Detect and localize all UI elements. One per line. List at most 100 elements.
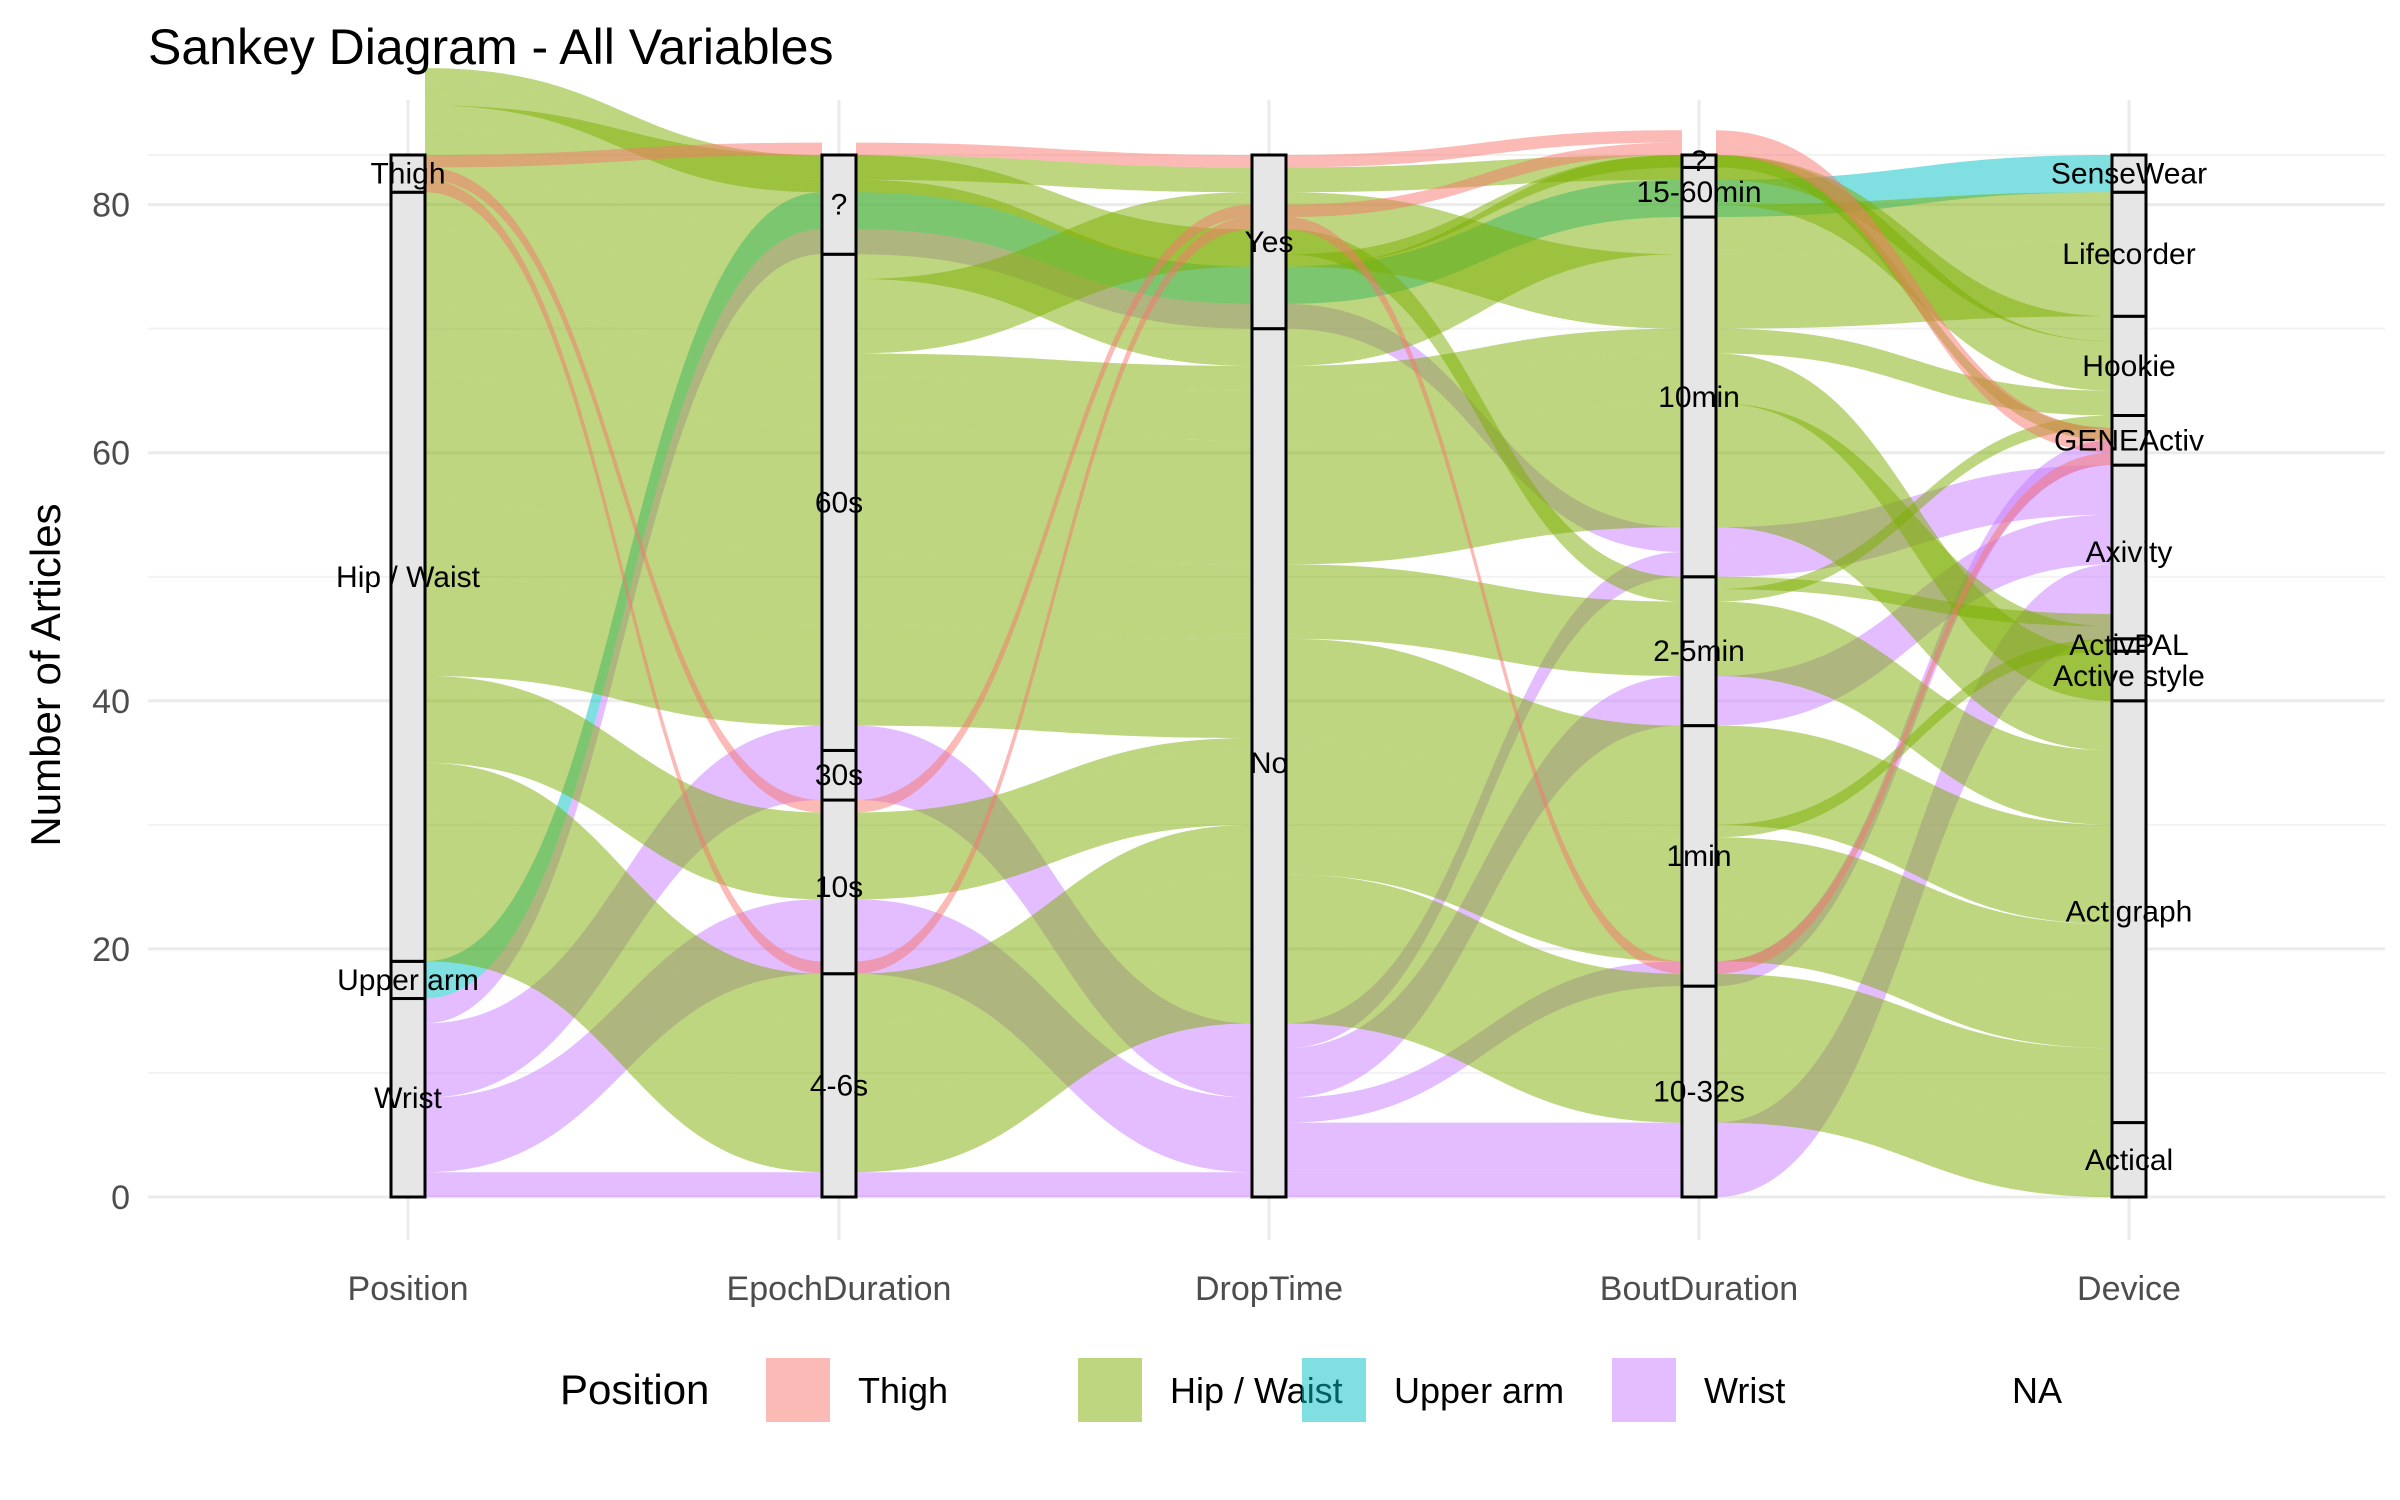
- flow-hip-waist-no-to-1min: [1286, 750, 1682, 912]
- flow-thigh-thigh-to-unknown: [425, 142, 822, 168]
- stratum-device-lifecorder: [2110, 190, 2148, 318]
- stratum-label-epochduration-60s: 60s: [815, 486, 863, 519]
- flow-hip-waist-no-to-10-32s: [1286, 874, 1682, 1049]
- flow-wrist-4-6s-to-no: [856, 1172, 1252, 1197]
- stratum-label-device-lifecorder: Lifecorder: [2062, 238, 2195, 271]
- flow-hip-waist-hip-waist-to-60s: [425, 378, 822, 552]
- stratum-label-boutduration-10-32s: 10-32s: [1653, 1076, 1745, 1109]
- stratum-label-device-axivity: Axivity: [2086, 536, 2173, 569]
- flow-hip-waist-10-32s-to-actical: [1716, 1048, 2112, 1197]
- legend-key-thigh: [766, 1358, 830, 1422]
- flow-hip-waist-no-to-10-32s: [1286, 948, 1682, 1123]
- y-tick-label: 80: [92, 187, 130, 225]
- flow-hip-waist-10min-to-hookie: [1716, 328, 2112, 416]
- stratum-position-hip-waist: [389, 190, 427, 963]
- stratum-label-position-upper-arm: Upper arm: [337, 964, 479, 997]
- flow-hip-waist-hip-waist-to-unknown: [425, 68, 822, 168]
- flow-hip-waist-no-to-2-5min: [1286, 229, 1682, 590]
- flow-hip-waist-no-to-2-5min: [1286, 564, 1682, 676]
- legend-label-na: NA: [2012, 1370, 2062, 1411]
- y-tick-label: 0: [111, 1179, 130, 1217]
- flow-thigh-10min-to-axivity: [1716, 142, 2112, 453]
- stratum-label-device-geneactiv: GENEActiv: [2054, 424, 2204, 457]
- flow-hip-waist-no-to-2-5min: [1286, 241, 1682, 602]
- legend: Position Thigh Hip / Waist Upper arm Wrist NA: [560, 1358, 2062, 1422]
- stratum-epochduration-30s: [820, 748, 858, 802]
- flow-thigh-yes-to-10min: [1286, 130, 1682, 168]
- flow-wrist-no-to-10-32s: [1286, 1172, 1682, 1197]
- chart-title: Sankey Diagram - All Variables: [148, 19, 833, 75]
- y-axis-ticks: 0 20 40 60 80: [92, 187, 130, 1217]
- stratum-label-epochduration-10s: 10s: [815, 871, 863, 904]
- flow-hip-waist-no-to-1min: [1286, 824, 1682, 962]
- flow-hip-waist-10min-to-active-style: [1716, 353, 2112, 701]
- flow-wrist-60s-to-no: [856, 725, 1252, 1049]
- flow-thigh-unknown-to-yes: [856, 142, 1252, 168]
- flow-hip-waist-no-to-10min: [1286, 328, 1682, 391]
- flow-hip-waist-10-32s-to-actigraph: [1716, 973, 2112, 1123]
- flow-hip-waist-hip-waist-to-unknown: [425, 80, 822, 180]
- flow-hip-waist-1min-to-actigraph: [1716, 911, 2112, 1049]
- flow-thigh-10-32s-to-axivity: [1716, 452, 2112, 974]
- stratum-device-geneactiv: [2110, 414, 2148, 467]
- stratum-label-device-actigraph: Actigraph: [2066, 896, 2193, 929]
- stratum-label-boutduration-1min: 1min: [1666, 840, 1731, 873]
- stratum-position-thigh: [389, 153, 427, 194]
- flow-hip-waist-2-5min-to-geneactiv: [1716, 415, 2112, 602]
- stratum-label-epochduration-unknown: ?: [831, 189, 848, 222]
- flow-hip-waist-no-to-10min: [1286, 204, 1682, 366]
- flow-hip-waist-4-6s-to-no: [856, 824, 1252, 1024]
- flow-hip-waist-1min-to-actigraph: [1716, 725, 2112, 925]
- flow-hip-waist-unknown-to-no: [856, 179, 1252, 267]
- flow-hip-waist-15-60min-to-hookie: [1716, 155, 2112, 342]
- stratum-epochduration-unknown: [820, 153, 858, 256]
- flow-hip-waist-10min-to-hookie: [1716, 155, 2112, 391]
- y-axis-title: Number of Articles: [22, 503, 69, 846]
- stratum-boutduration-2-5min: [1680, 575, 1718, 728]
- stratum-boutduration-1min: [1680, 724, 1718, 988]
- stratum-label-boutduration-10min: 10min: [1658, 381, 1740, 414]
- flow-hip-waist-hip-waist-to-10s: [425, 688, 822, 900]
- flow-hip-waist-hip-waist-to-60s: [425, 576, 822, 726]
- flow-hip-waist-hip-waist-to-4-6s: [425, 812, 822, 1098]
- flow-thigh-10s-to-no: [856, 204, 1252, 813]
- flow-hip-waist-4-6s-to-no: [856, 874, 1252, 1098]
- flow-thigh-no-to-10-32s: [1286, 217, 1682, 974]
- flow-hip-waist-hip-waist-to-10s: [425, 676, 822, 825]
- stratum-boutduration-15-60min: [1680, 165, 1718, 219]
- stratum-droptime-yes: [1250, 153, 1288, 331]
- flow-hip-waist-hip-waist-to-unknown: [425, 92, 822, 193]
- flow-hip-waist-hip-waist-to-60s: [425, 502, 822, 627]
- stratum-boutduration-10-32s: [1680, 984, 1718, 1199]
- legend-key-upper-arm: [1302, 1358, 1366, 1422]
- stratum-label-position-hip-waist: Hip / Waist: [336, 561, 481, 594]
- x-tick-label-boutduration: BoutDuration: [1600, 1270, 1798, 1308]
- stratum-device-active-style: [2110, 649, 2148, 703]
- stratum-device-sensewear: [2110, 153, 2148, 194]
- stratum-epochduration-4-6s: [820, 972, 858, 1199]
- flow-hip-waist-10s-to-no: [856, 738, 1252, 825]
- legend-key-wrist: [1612, 1358, 1676, 1422]
- legend-label-thigh: Thigh: [858, 1370, 948, 1411]
- flow-hip-waist-hip-waist-to-60s: [425, 303, 822, 379]
- flow-layer: [425, 68, 2112, 1197]
- label-layer: Wrist Upper arm Hip / Waist Thigh 4-6s 10s 30s…: [336, 145, 2207, 1177]
- flow-thigh-4-6s-to-no: [856, 217, 1252, 974]
- flow-hip-waist-no-to-1min: [1286, 638, 1682, 825]
- flow-hip-waist-no-to-1min: [1286, 738, 1682, 838]
- flow-hip-waist-hip-waist-to-60s: [425, 229, 822, 354]
- flow-wrist-no-to-10-32s: [1286, 1122, 1682, 1173]
- stratum-label-droptime-yes: Yes: [1245, 226, 1294, 259]
- flow-hip-waist-4-6s-to-no: [856, 948, 1252, 1173]
- flow-hip-waist-10s-to-no: [856, 750, 1252, 900]
- flow-hip-waist-60s-to-no: [856, 229, 1252, 366]
- flow-hip-waist-no-to-unknown: [1286, 155, 1682, 267]
- legend-label-wrist: Wrist: [1704, 1370, 1785, 1411]
- stratum-label-boutduration-2-5min: 2-5min: [1653, 635, 1745, 668]
- stratum-label-position-thigh: Thigh: [370, 158, 445, 191]
- stratum-label-boutduration-unknown: ?: [1691, 145, 1708, 178]
- flow-hip-waist-no-to-10min: [1286, 403, 1682, 565]
- stratum-label-device-sensewear: SenseWear: [2051, 158, 2207, 191]
- stratum-label-device-active-style: Active style: [2053, 660, 2205, 693]
